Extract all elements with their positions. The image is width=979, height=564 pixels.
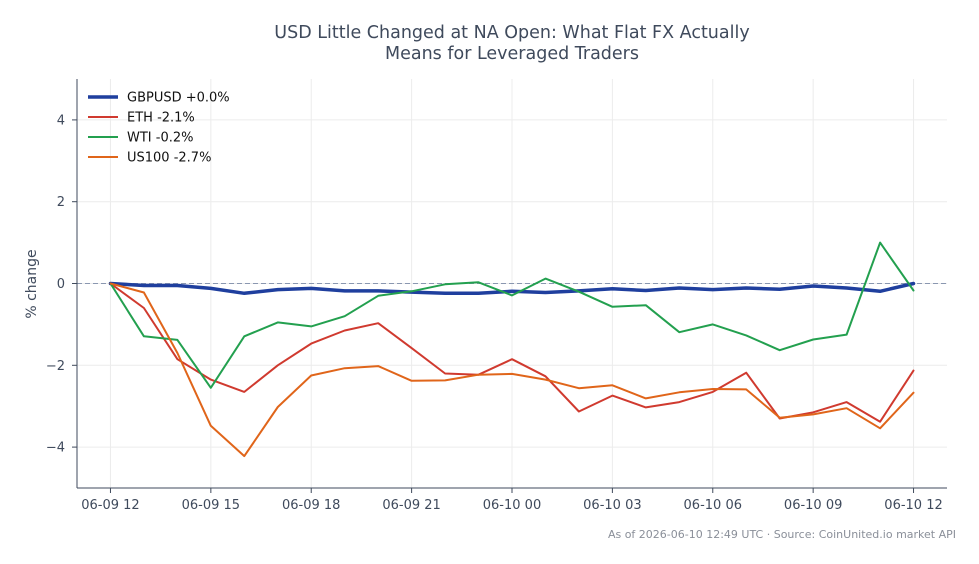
x-tick-label: 06-09 12 — [81, 498, 139, 513]
chart-title-line-1: USD Little Changed at NA Open: What Flat… — [274, 23, 749, 43]
y-tick-label: 0 — [57, 277, 65, 292]
legend-entry: ETH -2.1% — [127, 111, 195, 126]
series-lines — [108, 241, 916, 458]
x-axis-ticks: 06-09 12 06-09 15 06-09 18 06-09 21 06-10 00… — [81, 488, 943, 513]
legend-entry: GBPUSD +0.0% — [127, 91, 230, 106]
x-tick-label: 06-09 21 — [382, 498, 440, 513]
footer-source: As of 2026-06-10 12:49 UTC · Source: Coi… — [608, 528, 956, 541]
series-line-2 — [109, 241, 915, 389]
chart-title-line-2: Means for Leveraged Traders — [385, 44, 639, 64]
x-tick-label: 06-10 12 — [884, 498, 942, 513]
y-axis-ticks: 4 2 0 −2 −4 — [46, 113, 77, 456]
x-tick-label: 06-10 09 — [784, 498, 842, 513]
x-tick-label: 06-09 18 — [282, 498, 340, 513]
legend: GBPUSD +0.0% ETH -2.1% WTI -0.2% US100 -2.7… — [88, 91, 230, 166]
x-tick-label: 06-10 00 — [483, 498, 541, 513]
series-line-0 — [108, 281, 916, 296]
legend-entry: US100 -2.7% — [127, 151, 211, 166]
x-tick-label: 06-09 15 — [182, 498, 240, 513]
series-line-3 — [109, 282, 915, 458]
y-tick-label: 2 — [57, 195, 65, 210]
x-tick-label: 06-10 03 — [583, 498, 641, 513]
legend-entry: WTI -0.2% — [127, 131, 193, 146]
y-tick-label: 4 — [57, 113, 65, 128]
y-axis-label: % change — [24, 249, 40, 318]
x-tick-label: 06-10 06 — [684, 498, 742, 513]
y-tick-label: −2 — [46, 359, 65, 374]
y-tick-label: −4 — [46, 441, 65, 456]
